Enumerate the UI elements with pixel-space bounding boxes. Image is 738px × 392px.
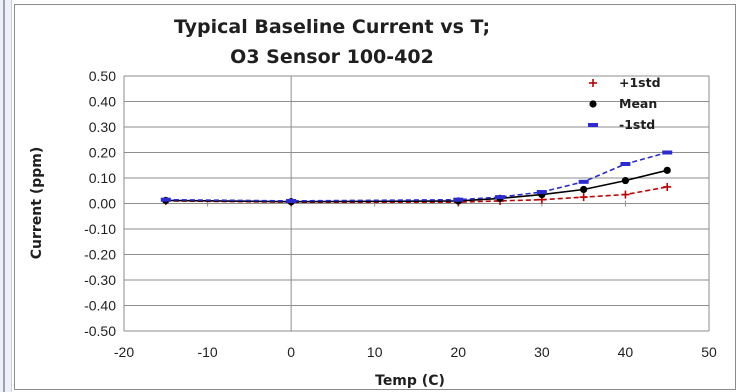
- window-edge-line: [3, 0, 5, 392]
- chart-subtitle: O3 Sensor 100-402: [230, 46, 434, 68]
- data-point: [589, 100, 597, 108]
- x-axis-label: Temp (C): [375, 373, 445, 389]
- data-point: [579, 193, 588, 202]
- series-1std: [160, 150, 673, 203]
- grid-layer: [123, 75, 710, 332]
- x-tick-label: -10: [197, 344, 217, 360]
- y-tick-label: 0.20: [89, 145, 116, 161]
- x-tick-label: 0: [287, 344, 295, 360]
- data-point: [588, 123, 598, 127]
- legend-entry-label: Mean: [619, 96, 657, 111]
- data-point: [578, 179, 589, 184]
- x-tick-label: -20: [114, 344, 134, 360]
- chart-svg: Typical Baseline Current vs T; O3 Sensor…: [29, 16, 717, 389]
- data-point: [580, 185, 588, 194]
- y-tick-label: 0.10: [89, 170, 116, 186]
- y-tick-label: 0.40: [89, 94, 116, 110]
- data-point: [662, 150, 673, 155]
- y-axis-label: Current (ppm): [29, 147, 45, 260]
- legend: +1std Mean -1std: [588, 75, 661, 132]
- y-tick-label: -0.30: [84, 272, 116, 288]
- series-line: [165, 169, 668, 203]
- data-point: [663, 166, 671, 174]
- x-tick-label: 40: [618, 344, 634, 360]
- data-point: [286, 198, 297, 203]
- y-tick-label: 0.00: [89, 196, 116, 212]
- y-tick-label: 0.30: [89, 119, 116, 135]
- y-tick-label: -0.20: [84, 247, 116, 263]
- y-tick-label: -0.40: [84, 298, 116, 314]
- data-point: [621, 176, 630, 185]
- data-point: [621, 190, 630, 199]
- data-point: [536, 190, 547, 195]
- y-tick-label: -0.10: [84, 221, 116, 237]
- data-point: [589, 79, 597, 87]
- x-tick-label: 50: [701, 344, 717, 360]
- axis-layer: 0.50 0.40 0.30 0.20 0.10 0.00 -0.10 -0.20 -0.30 -…: [84, 68, 717, 360]
- data-point: [495, 195, 506, 200]
- data-point: [453, 197, 464, 202]
- x-tick-label: 20: [450, 344, 466, 360]
- data-point: [160, 197, 171, 202]
- window-edge: [0, 0, 12, 392]
- chart-title: Typical Baseline Current vs T;: [174, 16, 490, 38]
- y-tick-label: 0.50: [89, 68, 116, 84]
- y-tick-label: -0.50: [84, 323, 116, 339]
- x-tick-label: 30: [534, 344, 550, 360]
- legend-entry-label: +1std: [619, 75, 661, 90]
- series-line: [165, 151, 668, 202]
- chart-frame: Typical Baseline Current vs T; O3 Sensor…: [14, 4, 736, 390]
- data-point: [620, 161, 631, 166]
- x-tick-label: 10: [367, 344, 383, 360]
- legend-entry-label: -1std: [619, 117, 655, 132]
- data-point: [663, 182, 672, 191]
- series-layer: [160, 150, 673, 207]
